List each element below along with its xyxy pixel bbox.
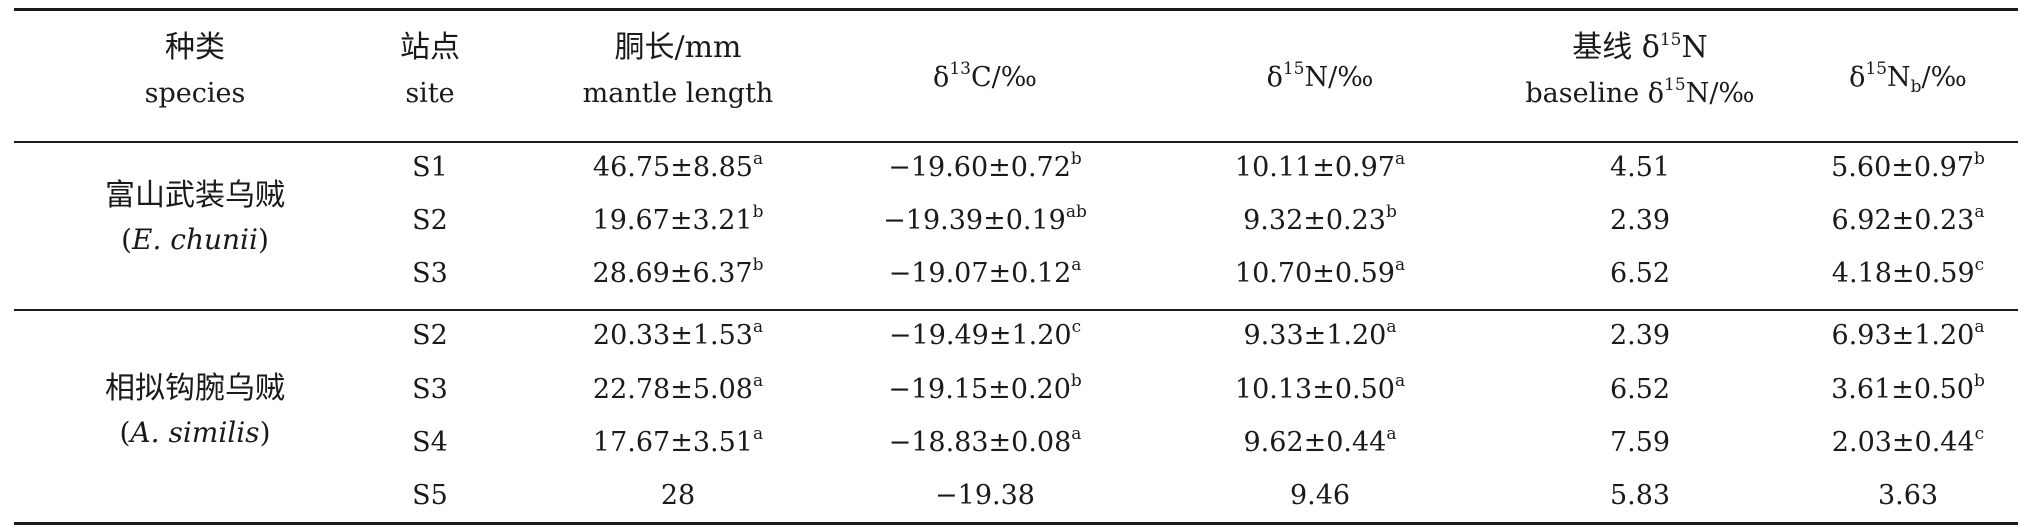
- cell-site: S1: [412, 152, 448, 183]
- cell-mantle: 22.78±5.08a: [592, 371, 764, 406]
- cell-site: S5: [412, 480, 448, 511]
- cell-site: S3: [412, 374, 448, 405]
- cell-d15nb: 5.60±0.97b: [1831, 149, 1985, 184]
- cell-d15n: 9.33±1.20a: [1243, 317, 1397, 352]
- cell-d15n: 9.32±0.23b: [1243, 202, 1397, 237]
- species-name-zh: 相拟钩腕乌贼: [105, 371, 285, 406]
- header-d15n: δ15N/‰: [1266, 59, 1374, 94]
- header-baseline-d15n: 基线 δ15N baseline δ15N/‰: [1525, 32, 1754, 110]
- cell-mantle: 28: [660, 480, 696, 511]
- cell-baseline: 2.39: [1609, 205, 1671, 236]
- species-label: 相拟钩腕乌贼 (A. similis): [105, 373, 285, 449]
- header-species-zh: 种类: [165, 30, 225, 65]
- table-group-divider: [14, 309, 2018, 311]
- cell-mantle: 46.75±8.85a: [592, 149, 764, 184]
- cell-d13c: −19.49±1.20c: [888, 317, 1082, 352]
- species-name-sci: (A. similis): [119, 416, 271, 449]
- cell-site: S2: [412, 320, 448, 351]
- cell-d15nb: 2.03±0.44c: [1831, 424, 1985, 459]
- header-baseline-en: baseline δ15N/‰: [1525, 75, 1755, 110]
- cell-mantle: 19.67±3.21b: [592, 202, 764, 237]
- cell-site: S3: [412, 258, 448, 289]
- table-header-rule: [14, 141, 2018, 143]
- header-site: 站点 site: [400, 32, 460, 110]
- cell-baseline: 6.52: [1609, 258, 1671, 289]
- header-species-en: species: [144, 78, 246, 109]
- cell-d15nb: 6.93±1.20a: [1831, 317, 1985, 352]
- header-species: 种类 species: [145, 32, 246, 110]
- cell-d15nb: 3.61±0.50b: [1831, 371, 1985, 406]
- cell-d15nb: 4.18±0.59c: [1831, 255, 1985, 290]
- cell-d15n: 9.46: [1289, 480, 1351, 511]
- cell-d13c: −19.39±0.19ab: [883, 202, 1087, 237]
- table-top-rule: [14, 8, 2018, 11]
- cell-baseline: 6.52: [1609, 374, 1671, 405]
- cell-baseline: 4.51: [1609, 152, 1671, 183]
- cell-d15nb: 3.63: [1877, 480, 1939, 511]
- species-label: 富山武装乌贼 (E. chunii): [105, 180, 285, 256]
- header-site-en: site: [405, 78, 455, 109]
- cell-d13c: −19.38: [935, 480, 1035, 511]
- cell-d15n: 10.11±0.97a: [1234, 149, 1406, 184]
- cell-mantle: 28.69±6.37b: [592, 255, 764, 290]
- header-mantle-en: mantle length: [582, 78, 774, 109]
- cell-mantle: 20.33±1.53a: [592, 317, 764, 352]
- cell-d13c: −19.60±0.72b: [888, 149, 1082, 184]
- cell-baseline: 2.39: [1609, 320, 1671, 351]
- cell-site: S4: [412, 427, 448, 458]
- cell-baseline: 5.83: [1609, 480, 1671, 511]
- cell-d15n: 9.62±0.44a: [1243, 424, 1397, 459]
- species-name-zh: 富山武装乌贼: [105, 178, 285, 213]
- header-mantle-zh: 胴长/mm: [614, 30, 742, 65]
- table-bottom-rule: [14, 522, 2018, 525]
- cell-baseline: 7.59: [1609, 427, 1671, 458]
- cell-d15nb: 6.92±0.23a: [1831, 202, 1985, 237]
- cell-d15n: 10.13±0.50a: [1234, 371, 1406, 406]
- header-d15nb: δ15Nb/‰: [1849, 59, 1967, 97]
- header-baseline-zh: 基线 δ15N: [1572, 30, 1708, 65]
- cell-mantle: 17.67±3.51a: [592, 424, 764, 459]
- header-d13c: δ13C/‰: [933, 59, 1037, 94]
- cell-d13c: −18.83±0.08a: [888, 424, 1082, 459]
- cell-d13c: −19.15±0.20b: [888, 371, 1082, 406]
- cell-d15n: 10.70±0.59a: [1234, 255, 1406, 290]
- cell-site: S2: [412, 205, 448, 236]
- header-site-zh: 站点: [400, 30, 460, 65]
- species-name-sci: (E. chunii): [121, 223, 269, 256]
- cell-d13c: −19.07±0.12a: [888, 255, 1082, 290]
- header-mantle-length: 胴长/mm mantle length: [583, 32, 774, 110]
